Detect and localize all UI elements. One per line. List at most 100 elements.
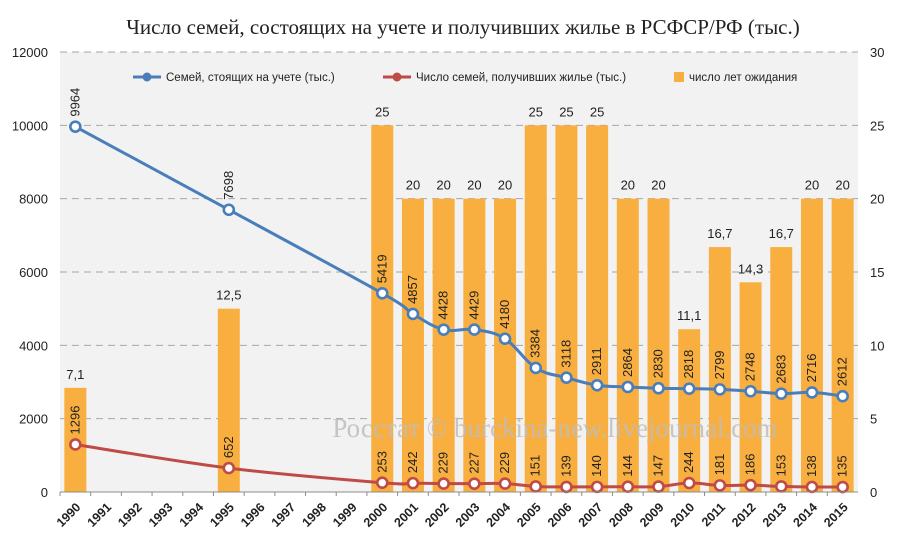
y-right-tick-label: 20: [870, 192, 884, 207]
received-data-label: 227: [466, 452, 481, 474]
queue-data-point: [805, 386, 819, 399]
received-data-point: [713, 479, 727, 492]
x-tick-label: 2002: [422, 500, 452, 530]
bar: [217, 308, 240, 492]
bar-data-label: 20: [498, 178, 512, 193]
bar-data-label: 20: [621, 178, 635, 193]
received-data-label: 139: [558, 455, 573, 477]
y-right-tick-label: 0: [870, 485, 877, 500]
queue-data-point: [437, 323, 450, 336]
queue-data-point: [529, 361, 543, 375]
received-data-point: [774, 480, 788, 493]
legend-received-marker: [392, 72, 402, 82]
bar: [463, 198, 486, 492]
received-data-label: 144: [620, 455, 635, 477]
queue-data-label: 2716: [804, 353, 819, 382]
x-tick-label: 1992: [115, 500, 145, 530]
x-tick-label: 2000: [361, 500, 391, 530]
x-tick-label: 2006: [545, 500, 575, 530]
queue-data-point: [375, 287, 389, 300]
x-tick-label: 2007: [576, 500, 606, 530]
legend-waiting-years-label: число лет ожидания: [689, 72, 797, 84]
x-tick-label: 2010: [668, 500, 698, 530]
bar: [708, 247, 731, 492]
y-left-tick-label: 12000: [12, 45, 48, 60]
watermark-text: Росстат © burckina-new.livejournal.com: [332, 413, 777, 443]
y-left-tick-label: 0: [41, 485, 48, 500]
queue-data-point: [498, 332, 512, 346]
legend-waiting-years-swatch: [674, 72, 684, 82]
y-right-tick-label: 10: [870, 338, 884, 353]
bar-data-label: 7,1: [66, 367, 84, 382]
received-data-point: [498, 477, 512, 490]
x-tick-label: 2004: [484, 500, 514, 530]
x-tick-label: 1999: [330, 500, 360, 530]
bar-data-label: 20: [406, 178, 420, 193]
queue-data-point: [744, 384, 757, 398]
received-data-point: [437, 477, 450, 490]
x-tick-label: 2009: [637, 500, 667, 530]
queue-data-label: 4180: [497, 300, 512, 329]
y-right-tick-label: 30: [870, 45, 884, 60]
x-tick-label: 1993: [146, 500, 176, 530]
bar-data-label: 20: [835, 178, 849, 193]
queue-data-point: [468, 323, 481, 336]
bar-data-label: 25: [375, 104, 389, 119]
queue-data-label: 7698: [221, 171, 236, 200]
y-right-tick-label: 15: [870, 265, 884, 280]
bar-data-label: 12,5: [216, 288, 241, 303]
y-left-tick-label: 6000: [19, 265, 48, 280]
received-data-point: [222, 461, 236, 475]
received-data-label: 652: [221, 436, 236, 458]
received-data-point: [652, 480, 665, 493]
queue-data-point: [222, 203, 236, 217]
queue-data-point: [560, 371, 573, 384]
queue-data-point: [69, 120, 82, 133]
bar: [800, 198, 823, 492]
x-tick-label: 2003: [453, 500, 483, 530]
queue-data-point: [713, 383, 727, 396]
x-tick-label: 1990: [54, 500, 84, 530]
queue-data-label: 3118: [558, 340, 573, 368]
queue-data-point: [406, 307, 420, 321]
received-data-label: 147: [651, 455, 666, 477]
queue-data-label: 2818: [681, 350, 696, 379]
bar: [831, 198, 854, 492]
bar-data-label: 11,1: [677, 308, 701, 323]
x-tick-label: 1996: [238, 500, 268, 530]
y-left-tick-label: 10000: [12, 118, 48, 133]
bar: [678, 329, 701, 492]
received-data-label: 244: [681, 451, 696, 473]
bar: [371, 125, 394, 492]
x-tick-label: 1995: [207, 500, 237, 530]
received-data-label: 229: [497, 452, 512, 474]
queue-data-label: 4429: [466, 291, 481, 320]
received-data-point: [590, 480, 604, 494]
queue-data-label: 9964: [67, 88, 82, 117]
legend-received-label: Число семей, получивших жилье (тыс.): [416, 72, 626, 84]
bar-data-label: 25: [559, 104, 573, 119]
received-data-label: 153: [773, 455, 788, 477]
bar: [770, 247, 793, 492]
received-data-point: [836, 480, 849, 494]
x-tick-label: 2001: [392, 500, 422, 530]
bar: [494, 198, 517, 492]
received-data-label: 1296: [67, 406, 82, 435]
received-data-point: [805, 480, 819, 494]
received-data-label: 135: [835, 455, 850, 477]
bar-data-label: 25: [528, 104, 542, 119]
queue-data-label: 2683: [773, 355, 788, 384]
queue-data-label: 5419: [374, 254, 389, 283]
bar-data-label: 16,7: [769, 226, 794, 241]
y-left-tick-label: 8000: [19, 192, 48, 207]
y-right-tick-label: 25: [870, 118, 884, 133]
x-tick-label: 2005: [514, 500, 544, 530]
received-data-point: [682, 476, 696, 490]
bar-data-label: 20: [436, 178, 450, 193]
queue-data-point: [652, 381, 665, 395]
bar: [524, 125, 547, 492]
queue-data-point: [621, 380, 635, 394]
received-data-point: [529, 480, 543, 493]
received-data-label: 140: [589, 455, 604, 477]
